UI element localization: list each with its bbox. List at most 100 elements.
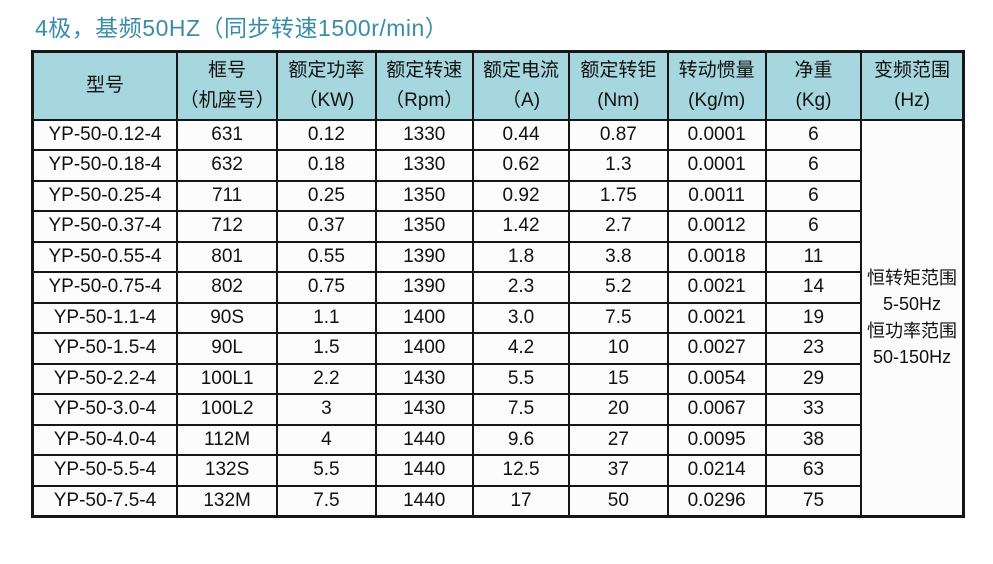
column-label: 额定转速 bbox=[386, 60, 463, 82]
column-unit: (Nm) bbox=[597, 89, 640, 111]
cell-current: 1.8 bbox=[471, 240, 571, 273]
cell-current: 7.5 bbox=[471, 393, 571, 426]
cell-torque: 10 bbox=[568, 332, 669, 365]
cell-model: YP-50-0.18-4 bbox=[31, 149, 178, 182]
cell-speed: 1430 bbox=[374, 393, 474, 426]
column-unit: （Rpm） bbox=[385, 89, 464, 111]
cell-speed: 1330 bbox=[374, 149, 474, 182]
table-row: YP-50-0.75-4 802 0.75 1390 2.3 5.2 0.0021 14 bbox=[31, 271, 964, 304]
cell-model: YP-50-4.0-4 bbox=[31, 423, 178, 456]
cell-model: YP-50-0.75-4 bbox=[31, 271, 178, 304]
freq-range-line: 恒功率范围 bbox=[867, 320, 958, 341]
cell-power: 4 bbox=[276, 423, 377, 456]
cell-frame: 802 bbox=[175, 271, 279, 304]
cell-inertia: 0.0214 bbox=[666, 454, 767, 487]
cell-speed: 1400 bbox=[374, 301, 474, 334]
cell-speed: 1330 bbox=[374, 118, 474, 151]
cell-inertia: 0.0067 bbox=[666, 393, 767, 426]
cell-weight: 29 bbox=[764, 362, 863, 395]
cell-current: 12.5 bbox=[471, 454, 571, 487]
cell-weight: 6 bbox=[764, 149, 863, 182]
cell-inertia: 0.0054 bbox=[666, 362, 767, 395]
table-row: YP-50-0.18-4 632 0.18 1330 0.62 1.3 0.0001 6 bbox=[31, 149, 964, 182]
cell-speed: 1390 bbox=[374, 240, 474, 273]
column-header-current: 额定电流 （A) bbox=[471, 50, 571, 121]
table-row: YP-50-7.5-4 132M 7.5 1440 17 50 0.0296 75 bbox=[31, 484, 964, 517]
cell-speed: 1430 bbox=[374, 362, 474, 395]
column-unit: (Kg) bbox=[795, 89, 832, 111]
cell-weight: 6 bbox=[764, 118, 863, 151]
freq-range-line: 50-150Hz bbox=[873, 346, 952, 367]
cell-model: YP-50-0.12-4 bbox=[31, 118, 178, 151]
column-header-model: 型号 bbox=[31, 50, 178, 121]
cell-weight: 19 bbox=[764, 301, 863, 334]
column-unit: （机座号） bbox=[179, 89, 275, 111]
column-header-frame: 框号 （机座号） bbox=[175, 50, 279, 121]
cell-torque: 37 bbox=[568, 454, 669, 487]
cell-inertia: 0.0018 bbox=[666, 240, 767, 273]
cell-speed: 1400 bbox=[374, 332, 474, 365]
cell-current: 4.2 bbox=[471, 332, 571, 365]
cell-frame: 711 bbox=[175, 179, 279, 212]
cell-torque: 2.7 bbox=[568, 210, 669, 243]
cell-inertia: 0.0001 bbox=[666, 149, 767, 182]
column-header-speed: 额定转速 （Rpm） bbox=[374, 50, 474, 121]
cell-current: 17 bbox=[471, 484, 571, 517]
column-unit: （KW) bbox=[298, 89, 355, 111]
cell-inertia: 0.0001 bbox=[666, 118, 767, 151]
cell-frame: 112M bbox=[175, 423, 279, 456]
cell-power: 7.5 bbox=[276, 484, 377, 517]
cell-inertia: 0.0011 bbox=[666, 179, 767, 212]
cell-frame: 631 bbox=[175, 118, 279, 151]
cell-weight: 11 bbox=[764, 240, 863, 273]
cell-weight: 6 bbox=[764, 179, 863, 212]
column-label: 额定电流 bbox=[483, 60, 560, 82]
cell-frame: 90S bbox=[175, 301, 279, 334]
cell-power: 0.55 bbox=[276, 240, 377, 273]
cell-speed: 1350 bbox=[374, 179, 474, 212]
cell-weight: 38 bbox=[764, 423, 863, 456]
table-row: YP-50-1.1-4 90S 1.1 1400 3.0 7.5 0.0021 19 bbox=[31, 301, 964, 334]
cell-inertia: 0.0012 bbox=[666, 210, 767, 243]
cell-torque: 0.87 bbox=[568, 118, 669, 151]
motor-spec-table: 型号 框号 （机座号） 额定功率 （KW) 额定转速 （Rpm） 额定电流 （A) 额定转钜 (Nm… bbox=[31, 50, 965, 518]
cell-weight: 6 bbox=[764, 210, 863, 243]
cell-frame: 132M bbox=[175, 484, 279, 517]
column-header-inertia: 转动惯量 (Kg/m) bbox=[666, 50, 767, 121]
cell-inertia: 0.0021 bbox=[666, 271, 767, 304]
column-label: 型号 bbox=[85, 75, 124, 97]
cell-frame: 100L2 bbox=[175, 393, 279, 426]
header-row: 型号 框号 （机座号） 额定功率 （KW) 额定转速 （Rpm） 额定电流 （A) 额定转钜 (Nm… bbox=[31, 50, 965, 121]
column-unit: (Kg/m) bbox=[688, 89, 746, 111]
cell-frame: 632 bbox=[175, 149, 279, 182]
column-label: 额定转钜 bbox=[580, 60, 657, 82]
table-row: YP-50-0.12-4 631 0.12 1330 0.44 0.87 0.0001 6 恒转… bbox=[31, 118, 965, 517]
cell-inertia: 0.0296 bbox=[666, 484, 767, 517]
cell-torque: 27 bbox=[568, 423, 669, 456]
cell-power: 0.25 bbox=[276, 179, 377, 212]
cell-frame: 712 bbox=[175, 210, 279, 243]
cell-torque: 7.5 bbox=[568, 301, 669, 334]
cell-power: 1.1 bbox=[276, 301, 377, 334]
cell-weight: 63 bbox=[764, 454, 863, 487]
cell-power: 1.5 bbox=[276, 332, 377, 365]
cell-torque: 15 bbox=[568, 362, 669, 395]
table-row: YP-50-3.0-4 100L2 3 1430 7.5 20 0.0067 33 bbox=[31, 393, 964, 426]
cell-torque: 3.8 bbox=[568, 240, 669, 273]
cell-current: 3.0 bbox=[471, 301, 571, 334]
column-header-weight: 净重 (Kg) bbox=[764, 50, 863, 121]
cell-torque: 50 bbox=[568, 484, 669, 517]
cell-current: 0.62 bbox=[471, 149, 571, 182]
cell-model: YP-50-2.2-4 bbox=[31, 362, 178, 395]
cell-frame: 801 bbox=[175, 240, 279, 273]
freq-range-cell: 恒转矩范围 5-50Hz 恒功率范围 50-150Hz bbox=[860, 118, 965, 517]
cell-torque: 1.3 bbox=[568, 149, 669, 182]
cell-model: YP-50-3.0-4 bbox=[31, 393, 178, 426]
column-header-torque: 额定转钜 (Nm) bbox=[568, 50, 669, 121]
cell-frame: 132S bbox=[175, 454, 279, 487]
table-row: YP-50-0.25-4 711 0.25 1350 0.92 1.75 0.0011 6 bbox=[31, 179, 964, 212]
cell-current: 9.6 bbox=[471, 423, 571, 456]
cell-speed: 1440 bbox=[374, 484, 474, 517]
cell-current: 0.44 bbox=[471, 118, 571, 151]
cell-inertia: 0.0095 bbox=[666, 423, 767, 456]
